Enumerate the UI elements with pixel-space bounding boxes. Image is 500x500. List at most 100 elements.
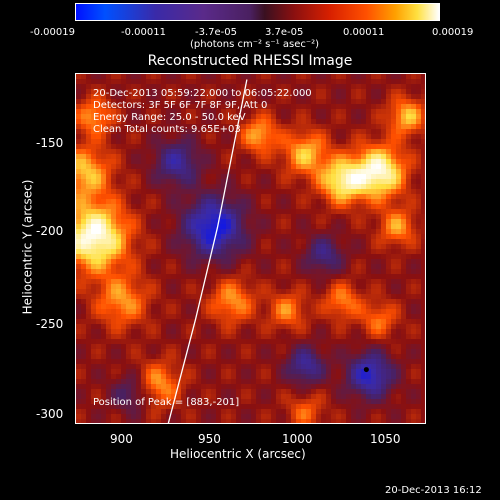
heatmap-cell	[201, 389, 206, 394]
heatmap-cell	[216, 84, 221, 89]
heatmap-cell	[411, 139, 416, 144]
heatmap-cell	[211, 109, 216, 114]
heatmap-cell	[211, 204, 216, 209]
heatmap-cell	[161, 344, 166, 349]
heatmap-cell	[371, 144, 376, 149]
heatmap-cell	[416, 409, 421, 414]
heatmap-cell	[236, 339, 241, 344]
heatmap-cell	[226, 399, 231, 404]
heatmap-cell	[181, 239, 186, 244]
heatmap-cell	[81, 349, 86, 354]
heatmap-cell	[181, 144, 186, 149]
heatmap-cell	[241, 369, 246, 374]
heatmap-cell	[171, 164, 176, 169]
heatmap-cell	[241, 374, 246, 379]
heatmap-cell	[301, 179, 306, 184]
heatmap-cell	[411, 94, 416, 99]
heatmap-cell	[96, 139, 101, 144]
heatmap-cell	[401, 299, 406, 304]
heatmap-cell	[401, 79, 406, 84]
heatmap-cell	[296, 204, 301, 209]
heatmap-cell	[371, 199, 376, 204]
heatmap-cell	[396, 324, 401, 329]
heatmap-cell	[351, 279, 356, 284]
heatmap-cell	[421, 404, 425, 409]
heatmap-cell	[246, 249, 251, 254]
heatmap-cell	[181, 104, 186, 109]
heatmap-cell	[121, 169, 126, 174]
heatmap-cell	[136, 269, 141, 274]
heatmap-cell	[266, 74, 271, 79]
heatmap-cell	[326, 394, 331, 399]
heatmap-cell	[366, 159, 371, 164]
heatmap-cell	[241, 134, 246, 139]
heatmap-cell	[376, 154, 381, 159]
heatmap-cell	[236, 214, 241, 219]
heatmap-cell	[371, 119, 376, 124]
heatmap-cell	[211, 94, 216, 99]
heatmap-cell	[181, 334, 186, 339]
heatmap-cell	[181, 254, 186, 259]
heatmap-cell	[401, 224, 406, 229]
heatmap-cell	[236, 144, 241, 149]
heatmap-cell	[246, 369, 251, 374]
heatmap-cell	[321, 74, 326, 79]
heatmap-cell	[96, 79, 101, 84]
heatmap-cell	[221, 249, 226, 254]
heatmap-cell	[346, 234, 351, 239]
heatmap-cell	[281, 164, 286, 169]
heatmap-cell	[291, 244, 296, 249]
heatmap-cell	[236, 239, 241, 244]
heatmap-cell	[206, 234, 211, 239]
heatmap-cell	[396, 74, 401, 79]
heatmap-cell	[231, 94, 236, 99]
heatmap-cell	[196, 239, 201, 244]
heatmap-cell	[161, 179, 166, 184]
heatmap-cell	[116, 419, 121, 423]
heatmap-cell	[131, 324, 136, 329]
heatmap-cell	[421, 234, 425, 239]
heatmap-cell	[336, 114, 341, 119]
heatmap-cell	[301, 219, 306, 224]
heatmap-cell	[336, 354, 341, 359]
heatmap-cell	[421, 134, 425, 139]
heatmap-cell	[296, 254, 301, 259]
heatmap-cell	[391, 399, 396, 404]
heatmap-cell	[276, 179, 281, 184]
heatmap-cell	[246, 204, 251, 209]
heatmap-cell	[106, 329, 111, 334]
heatmap-cell	[261, 389, 266, 394]
heatmap-cell	[136, 349, 141, 354]
heatmap-cell	[391, 119, 396, 124]
heatmap-cell	[281, 184, 286, 189]
heatmap-cell	[346, 339, 351, 344]
heatmap-cell	[181, 384, 186, 389]
heatmap-cell	[396, 84, 401, 89]
heatmap-cell	[211, 414, 216, 419]
heatmap-cell	[156, 139, 161, 144]
heatmap-cell	[341, 394, 346, 399]
heatmap-cell	[111, 369, 116, 374]
heatmap-cell	[81, 314, 86, 319]
heatmap-cell	[236, 109, 241, 114]
heatmap-cell	[396, 219, 401, 224]
heatmap-cell	[391, 289, 396, 294]
heatmap-cell	[321, 124, 326, 129]
heatmap-cell	[106, 384, 111, 389]
heatmap-cell	[411, 169, 416, 174]
heatmap-cell	[401, 114, 406, 119]
heatmap-cell	[146, 289, 151, 294]
heatmap-cell	[401, 139, 406, 144]
heatmap-cell	[211, 354, 216, 359]
heatmap-cell	[86, 179, 91, 184]
heatmap-cell	[321, 129, 326, 134]
heatmap-cell	[206, 119, 211, 124]
heatmap-cell	[366, 244, 371, 249]
heatmap-cell	[221, 334, 226, 339]
heatmap-cell	[226, 264, 231, 269]
heatmap-cell	[156, 119, 161, 124]
heatmap-cell	[356, 164, 361, 169]
heatmap-cell	[246, 79, 251, 84]
heatmap-cell	[116, 79, 121, 84]
heatmap-cell	[131, 209, 136, 214]
